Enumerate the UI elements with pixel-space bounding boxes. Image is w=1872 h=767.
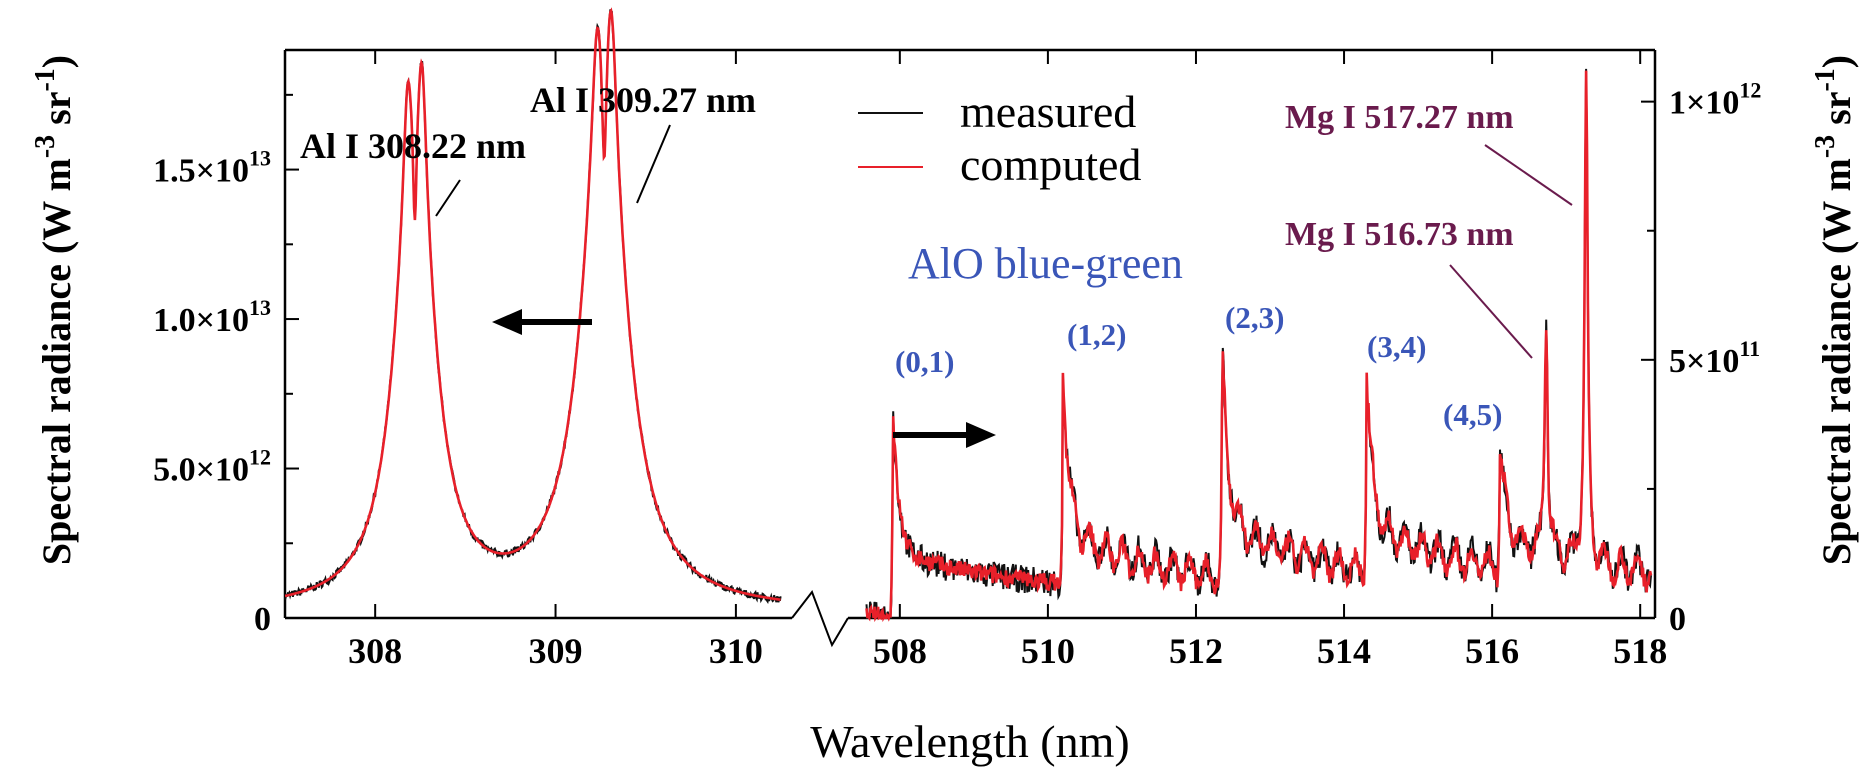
break-zigzag (791, 589, 849, 648)
y-axis-title-left: Spectral radiance (W m-3 sr-1) (30, 55, 79, 565)
x-tick-label-right: 510 (1021, 631, 1075, 671)
leader-al-309 (636, 124, 671, 204)
leader-al-308 (435, 179, 461, 217)
axis-ticks: 308 309 310 508 510 512 514 516 51805.0×10121.0×… (153, 50, 1761, 671)
x-tick-label-right: 518 (1613, 631, 1667, 671)
label-mg-516: Mg I 516.73 nm (1285, 216, 1514, 253)
spectra (284, 7, 1653, 623)
legend-measured-label: measured (960, 86, 1136, 137)
axis-arrows (492, 309, 996, 448)
label-al-309: Al I 309.27 nm (530, 80, 756, 120)
annotations: Al I 308.22 nm Al I 309.27 nm Mg I 517.2… (300, 80, 1573, 432)
y-tick-label-left: 0 (254, 601, 271, 638)
x-tick-label-right: 512 (1169, 631, 1223, 671)
x-tick-label-right: 514 (1317, 631, 1371, 671)
x-tick-label-right: 516 (1465, 631, 1519, 671)
leader-mg-516 (1449, 264, 1533, 359)
y-tick-label-left: 1.0×1013 (153, 295, 271, 339)
axis-break (791, 589, 849, 648)
computed-curve-left (284, 7, 781, 601)
arrow-right-head (966, 422, 996, 448)
label-al-308: Al I 308.22 nm (300, 126, 526, 166)
leader-mg-517 (1484, 144, 1573, 206)
band-label-3-4: (3,4) (1367, 329, 1426, 364)
y-axis-title-right: Spectral radiance (W m-3 sr-1) (1810, 55, 1859, 565)
x-tick-label-left: 309 (529, 631, 583, 671)
band-label-2-3: (2,3) (1225, 300, 1284, 335)
x-tick-label-right: 508 (873, 631, 927, 671)
band-label-1-2: (1,2) (1067, 317, 1126, 352)
band-label-0-1: (0,1) (895, 344, 954, 379)
legend: measured computed (858, 86, 1141, 190)
y-tick-label-right: 0 (1669, 601, 1686, 638)
x-tick-label-left: 308 (348, 631, 402, 671)
arrow-left-head (492, 309, 522, 335)
x-axis-title: Wavelength (nm) (810, 716, 1129, 767)
plot-frame (283, 48, 1657, 620)
label-alo-system: AlO blue-green (908, 239, 1183, 288)
label-mg-517: Mg I 517.27 nm (1285, 99, 1514, 136)
x-tick-label-left: 310 (709, 631, 763, 671)
legend-computed-label: computed (960, 139, 1141, 190)
band-label-4-5: (4,5) (1443, 397, 1502, 432)
computed-curve-right (865, 70, 1653, 623)
